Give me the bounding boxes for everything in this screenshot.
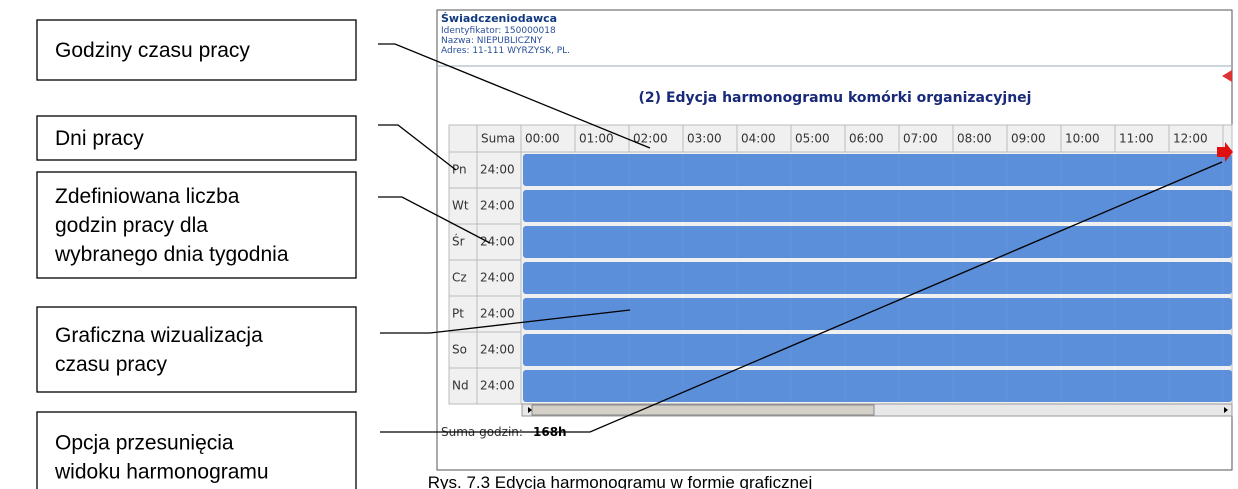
callout-text: Dni pracy: [55, 127, 144, 150]
arrow-icon: [1222, 70, 1232, 82]
hour-label: 00:00: [525, 132, 560, 146]
hour-label: 11:00: [1119, 132, 1154, 146]
row-sum: 24:00: [480, 199, 515, 213]
callout-box: [36, 19, 357, 81]
callout-box: [36, 411, 357, 489]
schedule-bar: [523, 298, 1232, 330]
caption: Rys. 7.3 Edycja harmonogramu w formie gr…: [428, 473, 813, 489]
hour-label: 04:00: [741, 132, 776, 146]
hour-label: 12:00: [1173, 132, 1208, 146]
callout-text: Godziny czasu pracy: [55, 39, 250, 62]
callout-text: Zdefiniowana liczba: [55, 185, 240, 208]
sum-header: Suma: [481, 132, 515, 146]
day-label: Cz: [452, 271, 467, 285]
provider-line: Identyfikator: 150000018: [441, 26, 556, 36]
callout-text: czasu pracy: [55, 353, 168, 376]
schedule-bar: [523, 262, 1232, 294]
callout-box: [36, 171, 357, 279]
hour-label: 09:00: [1011, 132, 1046, 146]
day-label: Pt: [452, 307, 464, 321]
provider-line: Nazwa: NIEPUBLICZNY: [441, 36, 543, 46]
provider-line: Adres: 11-111 WYRZYSK, PL.: [441, 46, 570, 56]
callout-text: Opcja przesunięcia: [55, 432, 234, 455]
callout-text: widoku harmonogramu: [54, 461, 269, 484]
callout-text: godzin pracy dla: [55, 214, 208, 237]
hour-label: 01:00: [579, 132, 614, 146]
scroll-right[interactable]: [1224, 407, 1228, 413]
day-label: Śr: [452, 234, 465, 249]
hour-label: 08:00: [957, 132, 992, 146]
schedule-bar: [523, 334, 1232, 366]
day-label: Nd: [452, 379, 469, 393]
hour-label: 07:00: [903, 132, 938, 146]
hour-label: 02:00: [633, 132, 668, 146]
schedule-bar: [523, 154, 1232, 186]
day-label: Wt: [452, 199, 469, 213]
heading: (2) Edycja harmonogramu komórki organiza…: [639, 90, 1032, 106]
schedule-bar: [523, 226, 1232, 258]
row-sum: 24:00: [480, 163, 515, 177]
row-sum: 24:00: [480, 343, 515, 357]
scroll-left[interactable]: [528, 407, 532, 413]
schedule-bar: [523, 190, 1232, 222]
scroll-thumb[interactable]: [531, 404, 875, 416]
row-sum: 24:00: [480, 271, 515, 285]
row-sum: 24:00: [480, 379, 515, 393]
hour-label: 10:00: [1065, 132, 1100, 146]
hour-label: 06:00: [849, 132, 884, 146]
row-sum: 24:00: [480, 307, 515, 321]
schedule-bar: [523, 370, 1232, 402]
callout-box: [36, 306, 357, 393]
callout-box: [36, 115, 357, 161]
hour-label: 05:00: [795, 132, 830, 146]
shift-arrow[interactable]: [1217, 142, 1233, 162]
callout-text: wybranego dnia tygodnia: [54, 243, 289, 266]
provider-title: Świadczeniodawca: [441, 12, 557, 25]
hour-label: 03:00: [687, 132, 722, 146]
leader-lines: [378, 43, 1223, 433]
day-label: So: [452, 343, 467, 357]
callout-text: Graficzna wizualizacja: [55, 324, 263, 347]
day-label: Pn: [452, 163, 467, 177]
row-sum: 24:00: [480, 235, 515, 249]
